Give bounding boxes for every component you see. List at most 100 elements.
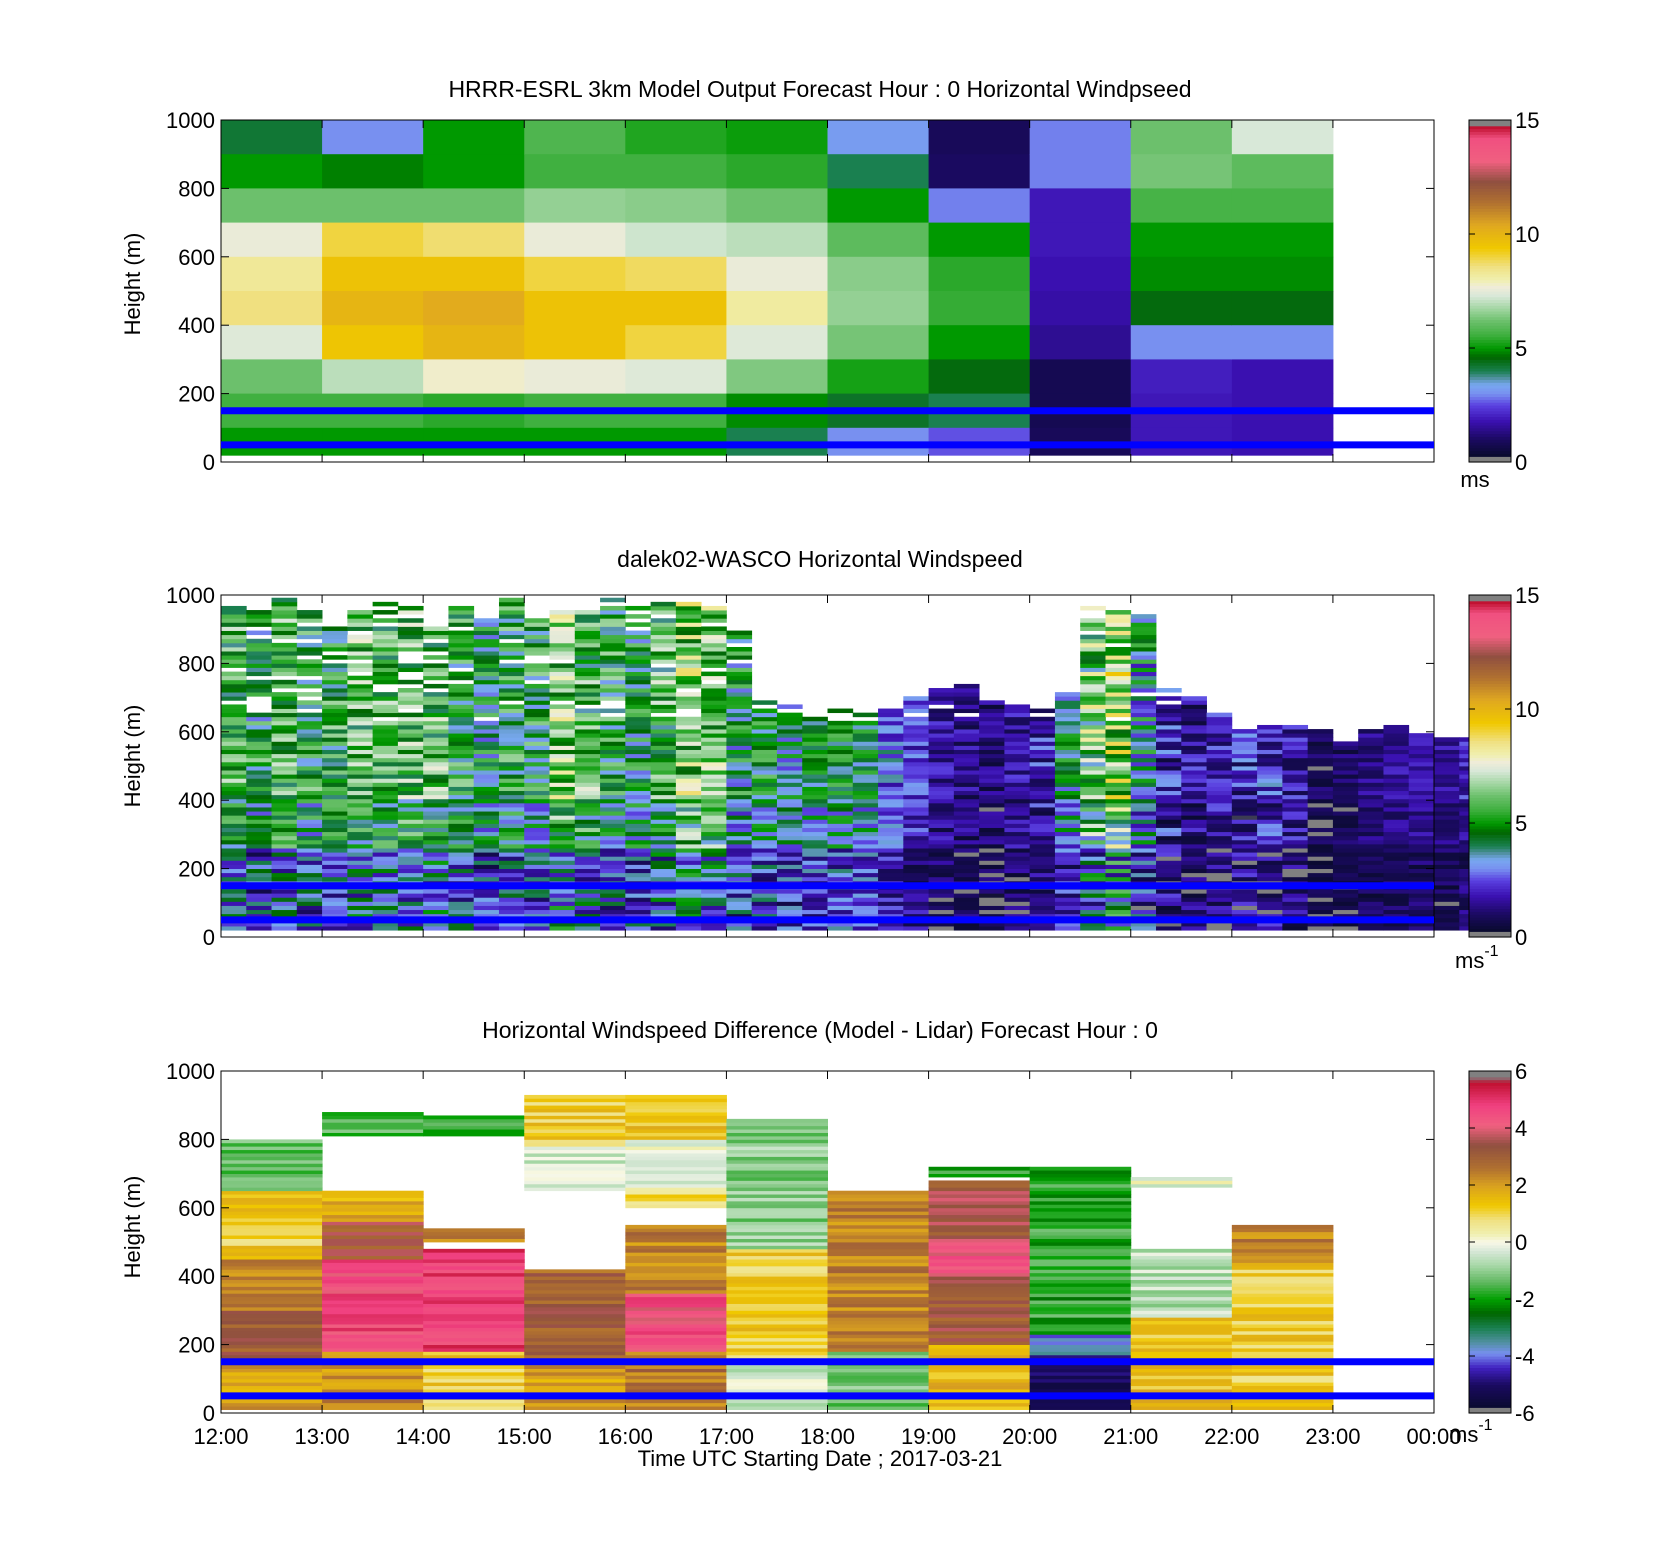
heatmap-cell: [953, 720, 980, 726]
heatmap-cell: [701, 630, 727, 636]
heatmap-cell: [878, 921, 904, 927]
heatmap-cell: [802, 782, 828, 787]
heatmap-cell: [776, 770, 803, 775]
heatmap-cell: [1206, 909, 1233, 915]
heatmap-cell: [751, 745, 778, 750]
heatmap-cell: [524, 733, 550, 738]
colorbar-segment: [1469, 1350, 1511, 1354]
heatmap-cell: [524, 1365, 626, 1369]
heatmap-cell: [675, 852, 702, 857]
heatmap-cell: [1080, 683, 1106, 689]
heatmap-cell: [928, 1406, 1031, 1410]
colorbar-segment: [1469, 700, 1511, 704]
heatmap-cell: [625, 605, 652, 611]
heatmap-cell: [221, 1200, 323, 1205]
heatmap-cell: [1105, 688, 1132, 693]
heatmap-cell: [1206, 872, 1233, 878]
heatmap-cell: [1029, 770, 1056, 775]
heatmap-cell: [1130, 630, 1157, 636]
heatmap-cell: [372, 843, 399, 849]
heatmap-cell: [347, 712, 374, 718]
heatmap-cell: [1080, 868, 1106, 874]
heatmap-cell: [1130, 1289, 1233, 1294]
heatmap-cell: [1358, 901, 1384, 906]
heatmap-cell: [979, 909, 1005, 915]
heatmap-cell: [1181, 696, 1207, 701]
heatmap-cell: [903, 761, 929, 767]
heatmap-cell: [1206, 815, 1233, 820]
heatmap-cell: [221, 798, 247, 804]
heatmap-cell: [1358, 782, 1384, 787]
colorbar-segment: [1469, 1375, 1511, 1380]
heatmap-cell: [498, 597, 525, 603]
heatmap-cell: [650, 622, 677, 627]
heatmap-cell: [726, 675, 753, 681]
heatmap-cell: [1130, 770, 1157, 775]
heatmap-cell: [1408, 794, 1435, 800]
heatmap-cell: [1029, 766, 1056, 771]
heatmap-cell: [1358, 745, 1384, 750]
heatmap-cell: [423, 1375, 525, 1380]
heatmap-cell: [246, 782, 272, 787]
heatmap-cell: [1332, 811, 1359, 816]
heatmap-cell: [751, 778, 778, 783]
heatmap-cell: [498, 605, 525, 611]
heatmap-cell: [524, 1187, 626, 1192]
heatmap-cell: [1408, 905, 1435, 911]
heatmap-cell: [1307, 807, 1334, 812]
heatmap-cell: [1231, 926, 1258, 931]
heatmap-cell: [397, 618, 424, 623]
heatmap-cell: [397, 630, 424, 636]
heatmap-cell: [372, 856, 399, 861]
heatmap-cell: [524, 638, 550, 644]
colorbar-segment: [1469, 177, 1511, 181]
heatmap-cell: [524, 1159, 626, 1164]
heatmap-cell: [322, 1122, 424, 1127]
heatmap-cell: [852, 811, 879, 816]
heatmap-cell: [221, 626, 247, 631]
heatmap-cell: [751, 729, 778, 734]
heatmap-cell: [802, 905, 828, 911]
heatmap-cell: [953, 704, 980, 709]
heatmap-cell: [246, 778, 272, 783]
heatmap-cell: [726, 1293, 828, 1298]
heatmap-cell: [726, 683, 753, 689]
heatmap-cell: [221, 1159, 323, 1164]
colorbar-segment: [1469, 362, 1511, 366]
heatmap-cell: [726, 909, 753, 915]
heatmap-cell: [498, 807, 525, 812]
heatmap-cell: [928, 802, 955, 808]
heatmap-cell: [928, 154, 1031, 189]
heatmap-cell: [221, 926, 247, 931]
heatmap-cell: [726, 1265, 828, 1270]
heatmap-cell: [1206, 913, 1233, 919]
heatmap-cell: [448, 745, 475, 750]
heatmap-cell: [1004, 815, 1031, 820]
heatmap-cell: [1156, 848, 1182, 853]
heatmap-cell: [878, 848, 904, 853]
heatmap-cell: [878, 835, 904, 841]
heatmap-cell: [1332, 786, 1359, 792]
heatmap-cell: [675, 737, 702, 742]
heatmap-cell: [903, 766, 929, 771]
heatmap-cell: [221, 1344, 323, 1349]
heatmap-cell: [1105, 671, 1132, 677]
heatmap-cell: [1156, 733, 1182, 738]
heatmap-cell: [878, 802, 904, 808]
colorbar-segment: [1469, 1407, 1511, 1411]
heatmap-cell: [524, 618, 550, 623]
colorbar-segment: [1469, 791, 1511, 796]
heatmap-cell: [1105, 827, 1132, 833]
heatmap-cell: [675, 798, 702, 804]
heatmap-cell: [650, 827, 677, 833]
colorbar-segment: [1469, 1190, 1511, 1195]
heatmap-cell: [322, 901, 348, 906]
heatmap-cell: [1257, 737, 1283, 742]
heatmap-cell: [347, 655, 374, 660]
heatmap-cell: [979, 913, 1005, 919]
heatmap-cell: [524, 1129, 626, 1133]
heatmap-cell: [1383, 794, 1410, 800]
heatmap-cell: [1105, 626, 1132, 631]
heatmap-cell: [1054, 905, 1081, 911]
heatmap-cell: [650, 761, 677, 767]
